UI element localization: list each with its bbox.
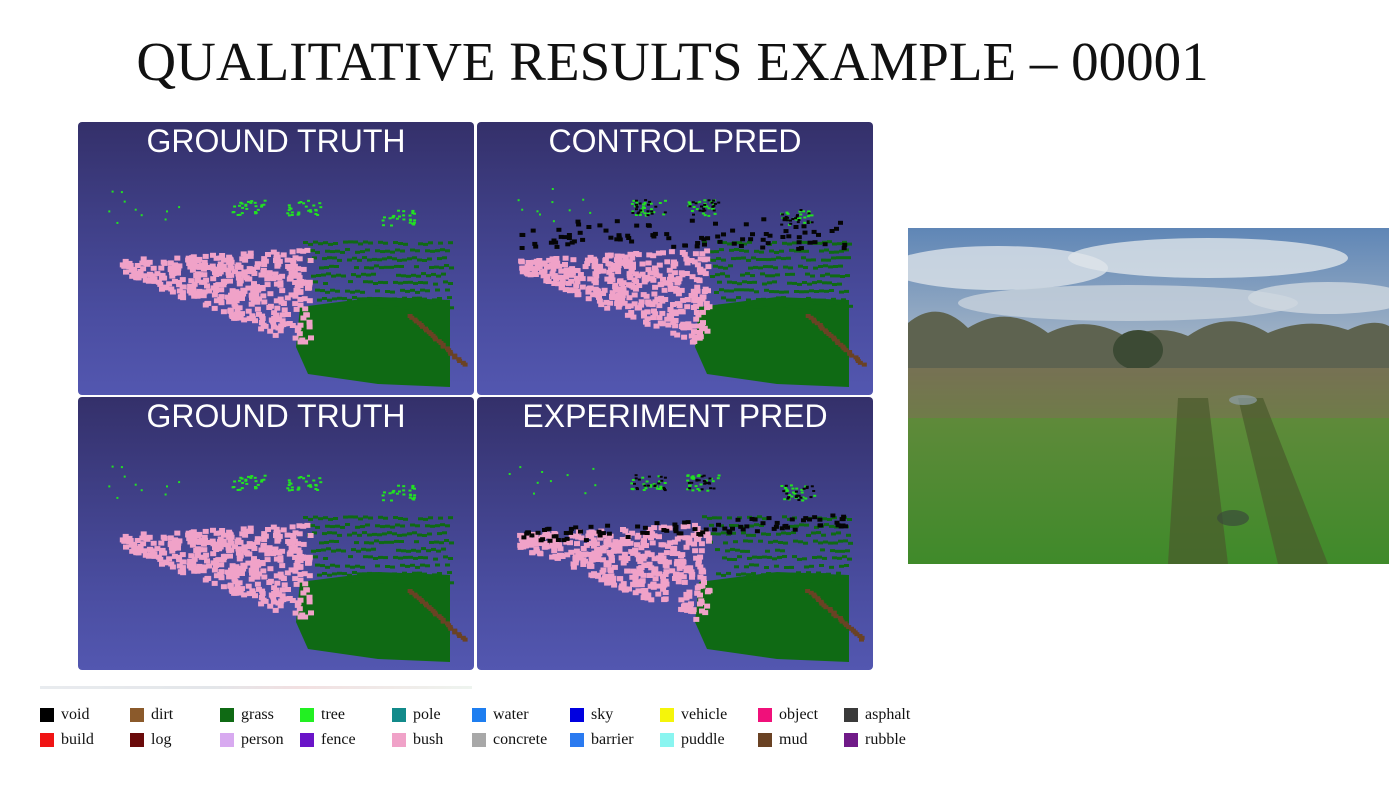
legend-item-vehicle: vehicle bbox=[660, 702, 758, 727]
legend-swatch bbox=[570, 707, 584, 722]
legend-item-bush: bush bbox=[392, 727, 472, 752]
legend-item-rubble: rubble bbox=[844, 727, 934, 752]
legend-swatch bbox=[300, 707, 314, 722]
legend-item-barrier: barrier bbox=[570, 727, 660, 752]
legend-label: person bbox=[241, 730, 284, 748]
experiment-pred-panel: EXPERIMENT PRED bbox=[477, 397, 873, 670]
legend-label: grass bbox=[241, 705, 274, 723]
point-cloud-render bbox=[108, 190, 468, 387]
legend-item-puddle: puddle bbox=[660, 727, 758, 752]
class-legend: void dirt grass tree pole water sky vehicle obje… bbox=[40, 702, 934, 752]
legend-label: barrier bbox=[591, 730, 634, 748]
legend-swatch bbox=[300, 732, 314, 747]
legend-swatch bbox=[392, 707, 406, 722]
legend-item-object: object bbox=[758, 702, 844, 727]
legend-swatch bbox=[758, 707, 772, 722]
ground-truth-panel-top: GROUND TRUTH bbox=[78, 122, 474, 395]
legend-item-fence: fence bbox=[300, 727, 392, 752]
legend-item-pole: pole bbox=[392, 702, 472, 727]
point-cloud-render bbox=[517, 188, 867, 387]
legend-swatch bbox=[392, 732, 406, 747]
legend-label: mud bbox=[779, 730, 808, 748]
legend-label: bush bbox=[413, 730, 444, 748]
legend-label: asphalt bbox=[865, 705, 911, 723]
legend-swatch bbox=[130, 707, 144, 722]
legend-label: rubble bbox=[865, 730, 906, 748]
scene-photo bbox=[908, 228, 1389, 564]
legend-swatch bbox=[758, 732, 772, 747]
legend-item-build: build bbox=[40, 727, 130, 752]
legend-swatch bbox=[40, 707, 54, 722]
legend-swatch bbox=[570, 732, 584, 747]
legend-item-person: person bbox=[220, 727, 300, 752]
legend-swatch bbox=[40, 732, 54, 747]
legend-label: concrete bbox=[493, 730, 548, 748]
control-pred-panel: CONTROL PRED bbox=[477, 122, 873, 395]
legend-item-dirt: dirt bbox=[130, 702, 220, 727]
legend-item-void: void bbox=[40, 702, 130, 727]
legend-label: log bbox=[151, 730, 172, 748]
legend-item-asphalt: asphalt bbox=[844, 702, 934, 727]
legend-swatch bbox=[220, 707, 234, 722]
legend-swatch bbox=[844, 732, 858, 747]
legend-label: void bbox=[61, 705, 90, 723]
panel-label: CONTROL PRED bbox=[548, 123, 802, 159]
legend-item-concrete: concrete bbox=[472, 727, 570, 752]
ground-truth-panel-bottom: GROUND TRUTH bbox=[78, 397, 474, 670]
legend-label: vehicle bbox=[681, 705, 728, 723]
legend-label: sky bbox=[591, 705, 614, 723]
legend-label: pole bbox=[413, 705, 441, 723]
legend-item-water: water bbox=[472, 702, 570, 727]
legend-swatch bbox=[844, 707, 858, 722]
legend-item-sky: sky bbox=[570, 702, 660, 727]
legend-label: dirt bbox=[151, 705, 174, 723]
legend-divider bbox=[40, 686, 472, 689]
point-cloud-render bbox=[508, 466, 865, 662]
page-title: QUALITATIVE RESULTS EXAMPLE – 00001 bbox=[136, 31, 1209, 92]
panel-label: GROUND TRUTH bbox=[146, 398, 406, 434]
legend-item-grass: grass bbox=[220, 702, 300, 727]
legend-label: water bbox=[493, 705, 529, 723]
legend-label: fence bbox=[321, 730, 356, 748]
legend-swatch bbox=[220, 732, 234, 747]
legend-swatch bbox=[472, 732, 486, 747]
legend-swatch bbox=[660, 707, 674, 722]
legend-label: object bbox=[779, 705, 819, 723]
legend-item-tree: tree bbox=[300, 702, 392, 727]
panel-label: EXPERIMENT PRED bbox=[522, 398, 828, 434]
point-cloud-render bbox=[108, 465, 468, 662]
legend-item-mud: mud bbox=[758, 727, 844, 752]
panel-label: GROUND TRUTH bbox=[146, 123, 406, 159]
scene-photo-image bbox=[908, 228, 1389, 564]
legend-item-log: log bbox=[130, 727, 220, 752]
legend-label: puddle bbox=[681, 730, 725, 748]
legend-swatch bbox=[130, 732, 144, 747]
legend-label: tree bbox=[321, 705, 345, 723]
legend-swatch bbox=[660, 732, 674, 747]
legend-label: build bbox=[61, 730, 94, 748]
legend-swatch bbox=[472, 707, 486, 722]
